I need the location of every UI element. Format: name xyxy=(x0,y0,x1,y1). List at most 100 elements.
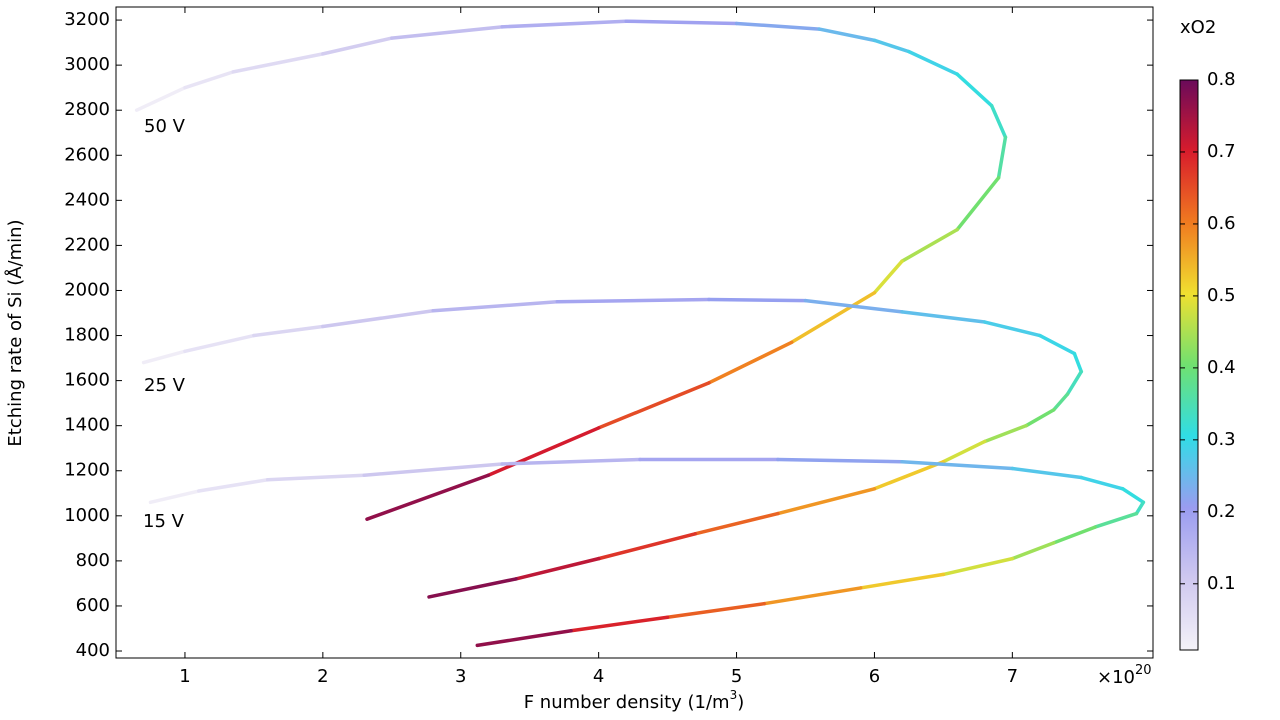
line-segment xyxy=(265,473,366,482)
y-tick-label: 1400 xyxy=(64,415,110,436)
line-segment xyxy=(390,25,504,40)
line-segment xyxy=(555,297,711,304)
line-segment xyxy=(693,511,780,536)
line-segment xyxy=(776,457,904,464)
line-segment xyxy=(665,601,766,619)
line-segment xyxy=(1120,487,1146,505)
line-segment xyxy=(707,297,808,303)
y-tick-label: 3200 xyxy=(64,9,110,30)
line-segment xyxy=(427,577,518,599)
line-segment xyxy=(431,299,560,313)
line-segment xyxy=(955,72,994,108)
line-segment xyxy=(321,309,435,329)
series-line xyxy=(148,457,1146,648)
line-segment xyxy=(1065,369,1084,396)
y-tick-label: 1600 xyxy=(64,370,110,391)
y-tick-label: 2600 xyxy=(64,144,110,165)
x-tick-label: 1 xyxy=(179,666,190,687)
x-tick-label: 6 xyxy=(869,666,880,687)
line-segment xyxy=(1010,541,1056,561)
line-segment xyxy=(596,532,697,561)
x-tick-label: 5 xyxy=(731,666,742,687)
x-axis-label-end: ) xyxy=(737,692,744,713)
series-label: 15 V xyxy=(143,511,185,532)
line-segment xyxy=(1079,475,1125,491)
series-line xyxy=(134,19,1008,521)
x-axis-label-sup: 3 xyxy=(730,688,738,702)
plot-frame xyxy=(115,6,1154,659)
colorbar xyxy=(1179,79,1199,651)
x-tick-label: 2 xyxy=(317,666,328,687)
line-segment xyxy=(817,27,877,43)
line-segment xyxy=(907,49,959,76)
colorbar-tick-label: 0.5 xyxy=(1207,285,1236,306)
line-segment xyxy=(872,459,946,491)
colorbar-tick-label: 0.2 xyxy=(1207,501,1236,522)
line-segment xyxy=(1072,351,1084,374)
line-segment xyxy=(321,36,394,56)
y-tick-label: 2000 xyxy=(64,279,110,300)
y-tick-label: 1800 xyxy=(64,325,110,346)
x-multiplier-base: ×10 xyxy=(1097,667,1135,688)
line-segment xyxy=(996,135,1008,180)
colorbar-tick-label: 0.8 xyxy=(1207,69,1236,90)
line-segment xyxy=(941,556,1015,577)
line-segment xyxy=(141,349,187,365)
line-segment xyxy=(989,103,1008,139)
colorbar-label: xO2 xyxy=(1180,17,1216,38)
y-tick-label: 1000 xyxy=(64,505,110,526)
line-segment xyxy=(789,290,877,345)
x-axis-label-text: F number density (1/m xyxy=(524,692,730,713)
line-segment xyxy=(134,85,187,112)
line-segment xyxy=(365,473,491,521)
x-multiplier: ×1020 xyxy=(1097,663,1152,689)
line-segment xyxy=(858,572,946,590)
line-segment xyxy=(955,176,1001,232)
line-segment xyxy=(148,489,201,505)
line-segment xyxy=(475,628,573,648)
line-segment xyxy=(486,426,601,478)
y-tick-label: 800 xyxy=(76,550,110,571)
line-segment xyxy=(1093,511,1139,529)
series-label: 50 V xyxy=(144,116,186,137)
y-axis-label: Etching rate of Si (Å/min) xyxy=(4,219,26,446)
line-segment xyxy=(1134,500,1146,516)
line-segment xyxy=(872,259,904,295)
line-segment xyxy=(500,19,628,29)
x-tick-label: 3 xyxy=(455,666,466,687)
x-tick-label: 4 xyxy=(593,666,604,687)
line-segment xyxy=(1024,408,1056,428)
line-segment xyxy=(500,457,642,466)
line-segment xyxy=(569,615,670,633)
line-segment xyxy=(1051,525,1097,545)
line-segment xyxy=(803,298,904,314)
line-segment xyxy=(624,19,739,26)
line-segment xyxy=(900,310,987,324)
colorbar-tick-label: 0.4 xyxy=(1207,357,1236,378)
line-segment xyxy=(776,487,877,516)
colorbar-tick-label: 0.6 xyxy=(1207,213,1236,234)
line-segment xyxy=(1038,333,1077,356)
line-segment xyxy=(734,21,822,31)
x-axis-label: F number density (1/m3) xyxy=(524,688,745,714)
colorbar-tick-label: 0.7 xyxy=(1207,141,1236,162)
colorbar-tick-label: 0.1 xyxy=(1207,573,1236,594)
line-segment xyxy=(1051,392,1070,412)
line-segment xyxy=(941,439,987,464)
line-segment xyxy=(983,320,1042,338)
y-tick-label: 2800 xyxy=(64,99,110,120)
line-segment xyxy=(900,227,959,263)
line-segment xyxy=(762,586,863,606)
line-segment xyxy=(900,459,1015,471)
line-segment xyxy=(983,423,1028,444)
colorbar-tick-label: 0.3 xyxy=(1207,429,1236,450)
series-line xyxy=(141,297,1084,599)
x-tick-label: 7 xyxy=(1007,666,1018,687)
y-tick-label: 400 xyxy=(76,640,110,661)
y-tick-label: 600 xyxy=(76,595,110,616)
line-segment xyxy=(362,462,504,478)
line-segment xyxy=(196,478,270,493)
series-label: 25 V xyxy=(144,375,186,396)
line-segment xyxy=(252,324,325,338)
